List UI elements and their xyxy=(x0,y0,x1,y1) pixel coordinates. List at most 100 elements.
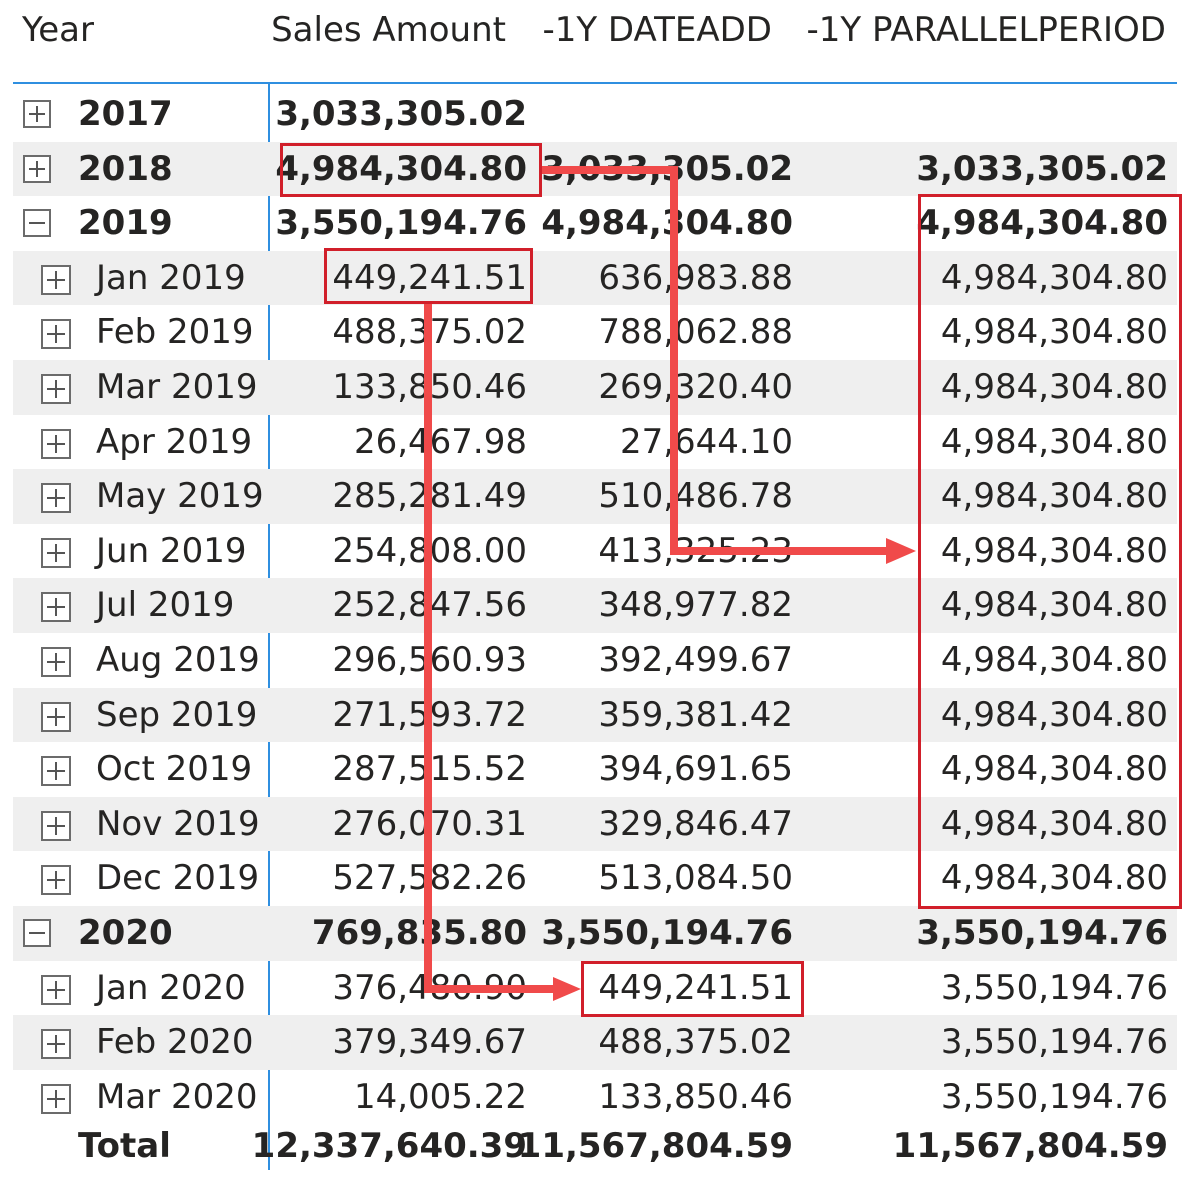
highlight-box-jan-2019-sales xyxy=(324,248,533,304)
expand-icon[interactable] xyxy=(41,537,71,568)
dateadd-cell: 394,691.65 xyxy=(598,749,793,790)
row-label: 2019 xyxy=(78,203,173,244)
row-label: Feb 2019 xyxy=(96,312,254,353)
parallelperiod-cell: 4,984,304.80 xyxy=(940,312,1168,353)
row-label: 2017 xyxy=(78,94,173,134)
expand-icon[interactable] xyxy=(41,810,71,841)
table-row: Apr 2019 26,467.98 27,644.10 4,984,304.80 xyxy=(13,415,1177,470)
table-row: Feb 2019 488,375.02 788,062.88 4,984,304.80 xyxy=(13,305,1177,360)
parallelperiod-cell: 4,984,304.80 xyxy=(940,530,1168,571)
table-row: Jul 2019 252,847.56 348,977.82 4,984,304.80 xyxy=(13,578,1177,633)
row-label: Oct 2019 xyxy=(96,749,253,790)
parallelperiod-cell: 4,984,304.80 xyxy=(940,694,1168,735)
dateadd-cell: 27,644.10 xyxy=(619,421,793,462)
expand-icon[interactable] xyxy=(41,319,71,350)
table-row: Jun 2019 254,808.00 413,325.23 4,984,304.80 xyxy=(13,524,1177,579)
table-row: 2019 3,550,194.76 4,984,304.80 4,984,304.80 xyxy=(13,196,1177,251)
row-label: Jun 2019 xyxy=(96,530,247,571)
total-dateadd: 11,567,804.59 xyxy=(517,1126,793,1166)
expand-icon[interactable] xyxy=(41,592,71,623)
parallelperiod-cell: 4,984,304.80 xyxy=(940,421,1168,462)
parallelperiod-cell: 3,550,194.76 xyxy=(940,1022,1168,1063)
expand-icon[interactable] xyxy=(41,1029,71,1060)
highlight-box-2018-sales xyxy=(280,143,542,197)
parallelperiod-cell: 3,033,305.02 xyxy=(916,148,1168,189)
dateadd-cell: 3,550,194.76 xyxy=(541,913,793,953)
arrowhead-dateadd xyxy=(553,977,581,1001)
expand-icon[interactable] xyxy=(41,701,71,732)
table-row: Jan 2019 449,241.51 636,983.88 4,984,304.80 xyxy=(13,250,1177,306)
parallelperiod-cell: 3,550,194.76 xyxy=(940,967,1168,1008)
table-row: 2020 769,835.80 3,550,194.76 3,550,194.76 xyxy=(13,906,1177,961)
row-label: Feb 2020 xyxy=(96,1022,254,1063)
row-label: Jan 2019 xyxy=(96,257,246,298)
highlight-box-jan-2020-dateadd xyxy=(581,961,804,1017)
table-row: 2017 3,033,305.02 xyxy=(13,87,1177,142)
row-label: Mar 2019 xyxy=(96,367,258,407)
row-label: Aug 2019 xyxy=(96,640,260,680)
parallelperiod-cell: 4,984,304.80 xyxy=(916,203,1168,244)
expand-icon[interactable] xyxy=(23,100,51,128)
row-label: May 2019 xyxy=(96,476,264,517)
parallelperiod-cell: 4,984,304.80 xyxy=(940,858,1168,899)
column-header-year[interactable]: Year xyxy=(22,10,94,50)
column-header-parallelperiod[interactable]: -1Y PARALLELPERIOD xyxy=(806,10,1166,50)
dateadd-cell: 488,375.02 xyxy=(598,1022,793,1063)
dateadd-cell: 636,983.88 xyxy=(598,257,793,298)
sales-amount-cell: 3,550,194.76 xyxy=(275,203,527,244)
parallelperiod-cell: 3,550,194.76 xyxy=(916,913,1168,953)
parallelperiod-cell: 4,984,304.80 xyxy=(940,257,1168,298)
table-row: Dec 2019 527,582.26 513,084.50 4,984,304.80 xyxy=(13,851,1177,906)
table-row: Feb 2020 379,349.67 488,375.02 3,550,194.76 xyxy=(13,1015,1177,1070)
dateadd-cell: 359,381.42 xyxy=(598,694,793,735)
highlight-box-2019-parallelperiod xyxy=(918,194,1182,909)
row-label: 2020 xyxy=(78,913,173,953)
sales-amount-cell: 769,835.80 xyxy=(311,913,527,953)
expand-icon[interactable] xyxy=(23,154,51,183)
collapse-icon[interactable] xyxy=(23,919,51,947)
parallelperiod-cell: 3,550,194.76 xyxy=(940,1076,1168,1117)
sales-amount-cell: 4,984,304.80 xyxy=(275,148,527,189)
dateadd-cell: 269,320.40 xyxy=(598,367,793,407)
table-row: Oct 2019 287,515.52 394,691.65 4,984,304.80 xyxy=(13,742,1177,797)
parallelperiod-cell: 4,984,304.80 xyxy=(940,640,1168,680)
table-row: Aug 2019 296,560.93 392,499.67 4,984,304.80 xyxy=(13,633,1177,688)
expand-icon[interactable] xyxy=(41,428,71,459)
sales-amount-cell: 449,241.51 xyxy=(332,257,527,298)
dateadd-cell: 788,062.88 xyxy=(598,312,793,353)
total-row: Total 12,337,640.39 11,567,804.59 11,567… xyxy=(13,1121,1177,1171)
dateadd-cell: 513,084.50 xyxy=(598,858,793,899)
collapse-icon[interactable] xyxy=(23,209,51,238)
sales-amount-cell: 3,033,305.02 xyxy=(275,94,527,134)
row-label: Jul 2019 xyxy=(96,585,235,626)
row-label: Nov 2019 xyxy=(96,803,260,844)
row-label: Apr 2019 xyxy=(96,421,253,462)
column-header-sales-amount[interactable]: Sales Amount xyxy=(271,10,506,50)
dateadd-cell: 510,486.78 xyxy=(598,476,793,517)
expand-icon[interactable] xyxy=(41,1083,71,1114)
parallelperiod-cell: 4,984,304.80 xyxy=(940,476,1168,517)
expand-icon[interactable] xyxy=(41,483,71,514)
total-sales-amount: 12,337,640.39 xyxy=(251,1126,527,1166)
sales-amount-cell: 14,005.22 xyxy=(353,1076,527,1117)
row-label: Mar 2020 xyxy=(96,1076,258,1117)
dateadd-cell: 348,977.82 xyxy=(598,585,793,626)
expand-icon[interactable] xyxy=(41,264,71,295)
expand-icon[interactable] xyxy=(41,647,71,677)
parallelperiod-cell: 4,984,304.80 xyxy=(940,585,1168,626)
arrow-2018-to-parallelperiod xyxy=(542,166,888,555)
dateadd-cell: 449,241.51 xyxy=(598,967,793,1008)
expand-icon[interactable] xyxy=(41,865,71,896)
expand-icon[interactable] xyxy=(41,374,71,404)
row-label: Sep 2019 xyxy=(96,694,258,735)
parallelperiod-cell: 4,984,304.80 xyxy=(940,749,1168,790)
expand-icon[interactable] xyxy=(41,974,71,1005)
column-header-dateadd[interactable]: -1Y DATEADD xyxy=(542,10,772,50)
dateadd-cell: 329,846.47 xyxy=(598,803,793,844)
arrow-jan-2019-to-dateadd xyxy=(424,304,555,993)
total-label: Total xyxy=(78,1126,171,1166)
expand-icon[interactable] xyxy=(41,756,71,787)
row-label: 2018 xyxy=(78,148,173,189)
table-row: Nov 2019 276,070.31 329,846.47 4,984,304.80 xyxy=(13,796,1177,852)
